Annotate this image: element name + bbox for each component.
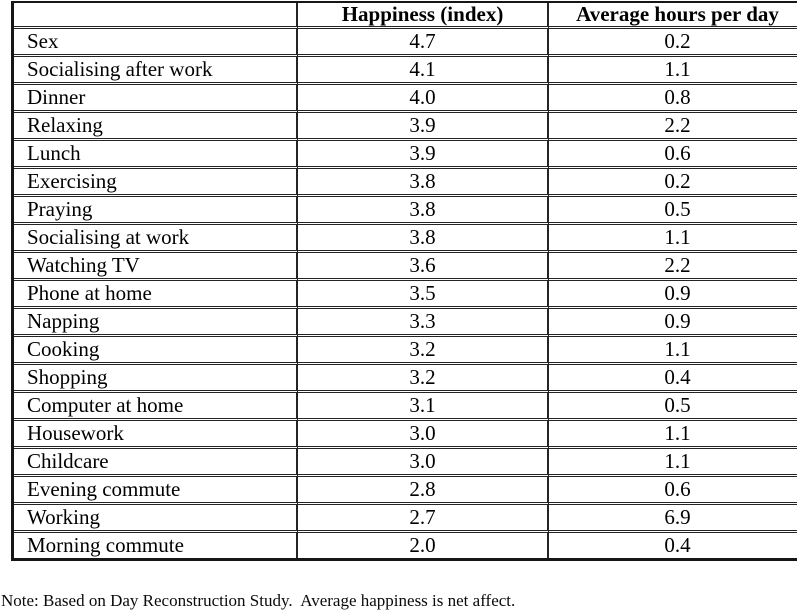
happiness-cell: 3.9 <box>298 141 549 169</box>
hours-cell: 1.1 <box>549 57 797 85</box>
hours-cell: 2.2 <box>549 113 797 141</box>
hours-cell: 0.9 <box>549 309 797 337</box>
table-row: Housework 3.0 1.1 <box>14 421 797 449</box>
activity-cell: Sex <box>14 29 298 57</box>
hours-cell: 0.8 <box>549 85 797 113</box>
activity-cell: Lunch <box>14 141 298 169</box>
table-row: Working 2.7 6.9 <box>14 505 797 533</box>
table-row: Relaxing 3.9 2.2 <box>14 113 797 141</box>
activity-cell: Praying <box>14 197 298 225</box>
activity-cell: Computer at home <box>14 393 298 421</box>
happiness-cell: 2.7 <box>298 505 549 533</box>
table-row: Sex 4.7 0.2 <box>14 29 797 57</box>
table-row: Lunch 3.9 0.6 <box>14 141 797 169</box>
table-row: Childcare 3.0 1.1 <box>14 449 797 477</box>
activity-cell: Childcare <box>14 449 298 477</box>
table-row: Socialising at work 3.8 1.1 <box>14 225 797 253</box>
happiness-cell: 3.8 <box>298 197 549 225</box>
table-row: Praying 3.8 0.5 <box>14 197 797 225</box>
happiness-cell: 3.2 <box>298 365 549 393</box>
table-row: Morning commute 2.0 0.4 <box>14 533 797 558</box>
activity-cell: Phone at home <box>14 281 298 309</box>
table-row: Shopping 3.2 0.4 <box>14 365 797 393</box>
table-row: Watching TV 3.6 2.2 <box>14 253 797 281</box>
activity-cell: Cooking <box>14 337 298 365</box>
hours-cell: 0.5 <box>549 393 797 421</box>
happiness-cell: 2.0 <box>298 533 549 558</box>
hours-cell: 0.2 <box>549 169 797 197</box>
column-header-hours: Average hours per day <box>549 3 797 29</box>
table-row: Cooking 3.2 1.1 <box>14 337 797 365</box>
hours-cell: 0.4 <box>664 533 691 557</box>
hours-cell: 0.4 <box>549 365 797 393</box>
activity-cell: Watching TV <box>14 253 298 281</box>
hours-cell: 0.9 <box>549 281 797 309</box>
activity-cell: Socialising at work <box>14 225 298 253</box>
hours-cell: 0.6 <box>549 141 797 169</box>
activity-cell: Socialising after work <box>14 57 298 85</box>
table-row: Dinner 4.0 0.8 <box>14 85 797 113</box>
header-row: Happiness (index) Average hours per day <box>14 3 797 29</box>
activity-cell: Relaxing <box>14 113 298 141</box>
hours-cell: 0.5 <box>549 197 797 225</box>
activity-happiness-table: Happiness (index) Average hours per day … <box>11 1 797 561</box>
table-row: Exercising 3.8 0.2 <box>14 169 797 197</box>
happiness-cell: 3.5 <box>298 281 549 309</box>
table-row: Napping 3.3 0.9 <box>14 309 797 337</box>
hours-cell: 1.1 <box>549 337 797 365</box>
happiness-cell: 3.2 <box>298 337 549 365</box>
column-header-activity <box>14 3 298 29</box>
activity-cell: Shopping <box>14 365 298 393</box>
hours-cell: 0.2 <box>549 29 797 57</box>
happiness-cell: 3.6 <box>298 253 549 281</box>
happiness-cell: 3.3 <box>298 309 549 337</box>
hours-cell: 1.1 <box>549 449 797 477</box>
happiness-cell: 3.9 <box>298 113 549 141</box>
happiness-cell: 3.8 <box>298 169 549 197</box>
table-row: Computer at home 3.1 0.5 <box>14 393 797 421</box>
table-note: Note: Based on Day Reconstruction Study.… <box>1 591 516 610</box>
hours-cell: 0.6 <box>549 477 797 505</box>
table-row: Evening commute 2.8 0.6 <box>14 477 797 505</box>
activity-cell: Working <box>14 505 298 533</box>
hours-cell: 1.1 <box>549 421 797 449</box>
column-header-happiness: Happiness (index) <box>298 3 549 29</box>
activity-cell: Evening commute <box>14 477 298 505</box>
happiness-cell: 3.1 <box>298 393 549 421</box>
table-row: Phone at home 3.5 0.9 <box>14 281 797 309</box>
happiness-cell: 3.0 <box>298 421 549 449</box>
hours-cell: 2.2 <box>549 253 797 281</box>
happiness-cell: 2.8 <box>298 477 549 505</box>
happiness-cell: 4.0 <box>298 85 549 113</box>
hours-cell: 1.1 <box>549 225 797 253</box>
happiness-cell: 4.1 <box>298 57 549 85</box>
table-row: Socialising after work 4.1 1.1 <box>14 57 797 85</box>
activity-cell: Napping <box>14 309 298 337</box>
table-body: Sex 4.7 0.2 Socialising after work 4.1 1.1 Din… <box>14 29 797 558</box>
happiness-cell: 4.7 <box>298 29 549 57</box>
activity-cell: Morning commute <box>14 533 298 558</box>
activity-cell: Housework <box>14 421 298 449</box>
activity-cell: Dinner <box>14 85 298 113</box>
happiness-cell: 3.0 <box>298 449 549 477</box>
hours-cell: 6.9 <box>549 505 797 533</box>
happiness-cell: 3.8 <box>298 225 549 253</box>
activity-cell: Exercising <box>14 169 298 197</box>
